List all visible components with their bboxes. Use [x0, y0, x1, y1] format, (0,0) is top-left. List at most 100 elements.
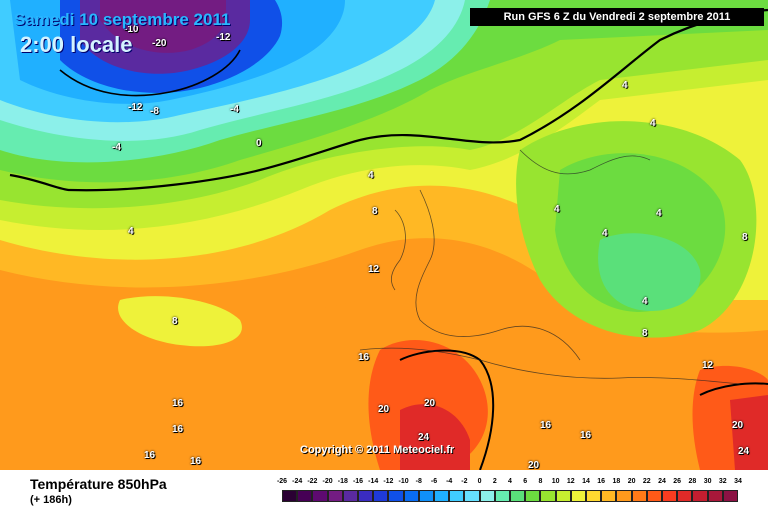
isotherm-label: 24: [418, 432, 430, 443]
legend-color-swatch: [434, 490, 450, 502]
legend-color-swatch: [418, 490, 434, 502]
isotherm-label: 20: [378, 404, 390, 415]
isotherm-label: 20: [424, 398, 436, 409]
band-4-east: [598, 233, 701, 311]
legend-tick-label: 20: [627, 478, 636, 485]
legend-tick-label: -16: [352, 478, 364, 485]
isotherm-m16: [59, 49, 241, 97]
isotherm-label: -12: [216, 32, 231, 43]
forecast-time: 2:00 locale: [20, 32, 133, 57]
legend-color-swatch: [692, 490, 708, 502]
legend-tick-label: -12: [383, 478, 394, 485]
forecast-date: Samedi 10 septembre 2011: [14, 10, 231, 29]
legend-color-swatch: [616, 490, 632, 502]
legend-tick-label: 18: [612, 478, 621, 485]
copyright-notice: Copyright © 2011 Meteociel.fr: [300, 444, 455, 456]
isotherm-label: 16: [358, 352, 370, 363]
legend-color-swatch: [525, 490, 541, 502]
isotherm-label: 4: [368, 170, 374, 181]
legend-color-swatch: [646, 490, 662, 502]
coastline-mediterranean: [359, 347, 741, 385]
legend-tick-label: -6: [430, 478, 438, 485]
legend-color-swatch: [662, 490, 678, 502]
isotherm-label: 16: [190, 456, 202, 467]
isotherm-label: 8: [172, 316, 178, 327]
legend-tick-label: 10: [551, 478, 560, 485]
isotherm-label: 16: [172, 398, 184, 409]
legend-tick-label: 32: [718, 478, 727, 485]
variable-title: Température 850hPa: [30, 476, 167, 492]
legend-tick-label: -2: [461, 478, 468, 485]
isotherm-label: -20: [152, 38, 167, 49]
legend-tick-label: -4: [446, 478, 453, 485]
isotherm-label: 8: [372, 206, 378, 217]
legend-tick-label: 12: [566, 478, 575, 485]
coastline-scandinavia: [519, 149, 651, 175]
legend-color-swatch: [555, 490, 571, 502]
legend-tick-label: -14: [368, 478, 379, 485]
map-footer: Température 850hPa (+ 186h) -26 -24 -22 -20…: [0, 470, 768, 512]
legend-color-swatch: [601, 490, 617, 502]
legend-color-swatch: [464, 490, 480, 502]
legend-tick-label: 8: [538, 478, 543, 485]
isotherm-label: 8: [742, 232, 748, 243]
band-m20: [100, 0, 227, 53]
isotherm-label: 4: [554, 204, 560, 215]
legend-tick-label: -24: [292, 478, 303, 485]
legend-color-swatch: [707, 490, 723, 502]
legend-tick-label: 14: [582, 478, 590, 485]
temperature-map: -10 -20 -12 -12 -8 -4 -4 0 4 4 8 12 8 16 16 16 16 16 20 20 2…: [0, 0, 768, 470]
legend-tick-label: -10: [398, 478, 409, 485]
legend-tick-label: 16: [597, 478, 606, 485]
legend-color-swatch: [388, 490, 404, 502]
legend-color-swatch: [373, 490, 389, 502]
legend-color-swatch: [403, 490, 419, 502]
legend-tick-label: 2: [492, 478, 497, 485]
isotherm-label: 12: [702, 360, 714, 371]
isotherm-label: 4: [128, 226, 134, 237]
legend-color-swatch: [312, 490, 328, 502]
model-run-label: Run GFS 6 Z du Vendredi 2 septembre 2011: [470, 8, 764, 26]
legend-tick-label: 6: [523, 478, 528, 485]
isotherm-label: 16: [580, 430, 592, 441]
legend-tick-label: 26: [673, 478, 682, 485]
legend-tick-label: 30: [703, 478, 712, 485]
isotherm-label: 4: [650, 118, 656, 129]
legend-color-swatch: [297, 490, 313, 502]
temperature-field: [0, 0, 768, 470]
atlantic-blob: [118, 296, 242, 347]
legend-tick-label: 22: [642, 478, 651, 485]
isotherm-label: 20: [528, 460, 540, 470]
legend-tick-label: 4: [508, 478, 512, 485]
isotherm-0: [9, 8, 768, 192]
coastline-britain: [390, 209, 406, 291]
legend-color-swatch: [479, 490, 495, 502]
legend-color-swatch: [722, 490, 738, 502]
legend-tick-label: -8: [415, 478, 422, 485]
isotherm-label: 24: [738, 446, 750, 457]
legend-color-swatch: [358, 490, 374, 502]
legend-tick-label: -26: [276, 478, 288, 485]
legend-tick-label: 34: [734, 478, 742, 485]
isotherm-label: 0: [256, 138, 262, 149]
coastline-europe: [415, 189, 581, 361]
lead-time: (+ 186h): [30, 494, 72, 506]
isotherm-label: 4: [656, 208, 662, 219]
isotherm-label: 4: [642, 296, 648, 307]
legend-color-swatch: [570, 490, 586, 502]
isotherm-label: -12: [128, 102, 143, 113]
legend-color-swatch: [342, 490, 358, 502]
legend-tick-label: -22: [307, 478, 318, 485]
isotherm-label: 4: [602, 228, 608, 239]
legend-tick-label: -18: [337, 478, 348, 485]
legend-color-swatch: [586, 490, 602, 502]
hot-core-africa: [400, 404, 470, 470]
legend-color-swatch: [510, 490, 526, 502]
isotherm-label: 4: [622, 80, 628, 91]
isotherm-label: 16: [540, 420, 552, 431]
isotherm-label: 20: [732, 420, 744, 431]
hot-core-east: [730, 395, 768, 470]
legend-tick-label: -20: [322, 478, 333, 485]
legend-color-swatch: [282, 490, 298, 502]
isotherm-label: -4: [112, 142, 121, 153]
